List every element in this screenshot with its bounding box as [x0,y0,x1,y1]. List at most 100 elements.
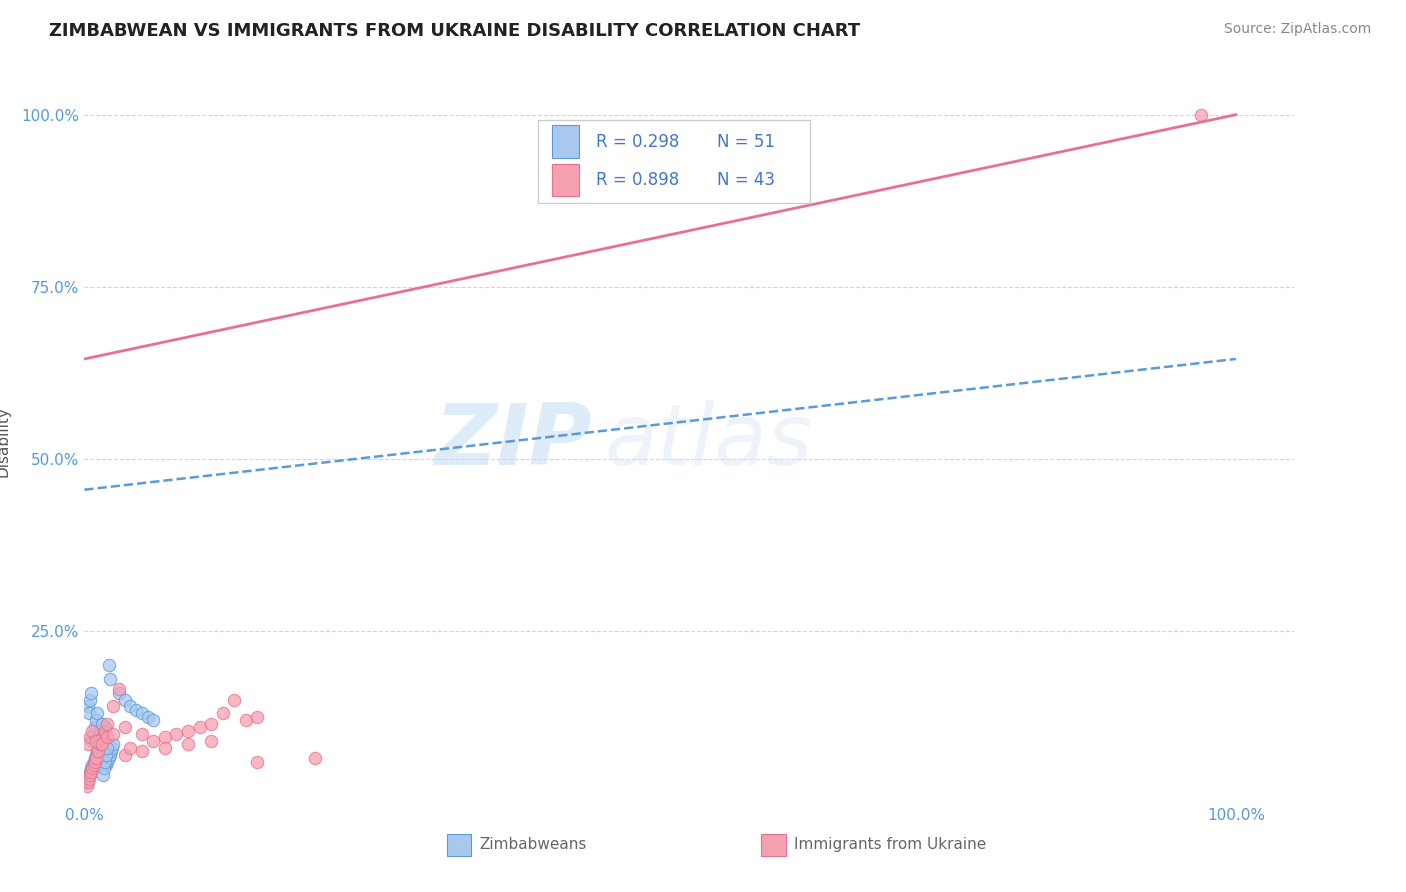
Point [83,720,105,734]
Text: R = 0.898: R = 0.898 [596,171,679,189]
Text: ZIP: ZIP [434,400,592,483]
Bar [553,164,579,196]
Point [153,731,176,745]
Point [131,744,153,758]
Point [79,731,101,745]
Point [91,727,114,741]
Point [84,734,107,748]
Point [98,747,121,762]
Point [131,727,153,741]
Point [108,682,131,697]
Point [77,772,100,786]
Point [89,737,111,751]
Point [153,740,176,755]
Bar [762,834,786,855]
Point [77,706,100,721]
Point [93,761,115,775]
Point [96,747,118,762]
Text: N = 43: N = 43 [717,171,775,189]
Point [84,747,107,762]
Point [80,761,103,775]
Point [87,744,110,758]
Point [87,740,110,755]
Point [101,699,124,714]
Point [83,727,105,741]
Point [80,686,103,700]
Point [76,737,98,751]
Point [96,740,118,755]
Point [100,744,122,758]
Point [120,699,142,714]
Bar [447,834,471,855]
Point [177,723,200,738]
Point [94,720,117,734]
Point [101,740,124,755]
Point [79,692,101,706]
Point [82,761,104,775]
Point [96,731,118,745]
Bar [553,126,579,158]
Point [246,710,269,724]
Point [91,768,114,782]
Text: R = 0.298: R = 0.298 [596,133,679,151]
Text: Source: ZipAtlas.com: Source: ZipAtlas.com [1223,22,1371,37]
Point [76,699,98,714]
Point [177,737,200,751]
Point [76,775,98,789]
Point [90,716,112,731]
Point [83,755,105,769]
Point [142,734,165,748]
Point [101,727,124,741]
Point [125,703,148,717]
Point [80,764,103,779]
Point [89,737,111,751]
Point [222,692,245,706]
Point [76,772,98,786]
Point [97,751,120,765]
Point [142,713,165,727]
Point [82,723,104,738]
Point [89,727,111,741]
Point [131,706,153,721]
Point [246,755,269,769]
Point [83,755,105,769]
Point [77,768,100,782]
Point [166,727,188,741]
Point [188,720,211,734]
Point [89,734,111,748]
Point [97,658,120,673]
Text: N = 51: N = 51 [717,133,775,151]
Text: atlas: atlas [605,400,813,483]
Point [91,731,114,745]
Point [83,751,105,765]
Point [79,768,101,782]
Point [87,740,110,755]
Point [89,734,111,748]
Text: ZIMBABWEAN VS IMMIGRANTS FROM UKRAINE DISABILITY CORRELATION CHART: ZIMBABWEAN VS IMMIGRANTS FROM UKRAINE DI… [49,22,860,40]
Point [108,686,131,700]
Point [76,775,98,789]
Point [84,713,107,727]
Point [200,734,222,748]
Point [136,710,159,724]
Point [96,716,118,731]
Point [86,744,108,758]
Point [1189,108,1212,122]
Point [84,751,107,765]
Point [114,720,136,734]
Point [304,751,326,765]
Text: Zimbabweans: Zimbabweans [479,838,588,852]
Point [76,779,98,793]
Point [94,755,117,769]
Point [90,737,112,751]
Point [94,723,117,738]
Point [98,672,121,686]
Point [114,747,136,762]
FancyBboxPatch shape [538,120,810,203]
Point [96,755,118,769]
Point [211,706,233,721]
Point [120,740,142,755]
Point [79,764,101,779]
Point [83,758,105,772]
Point [90,731,112,745]
